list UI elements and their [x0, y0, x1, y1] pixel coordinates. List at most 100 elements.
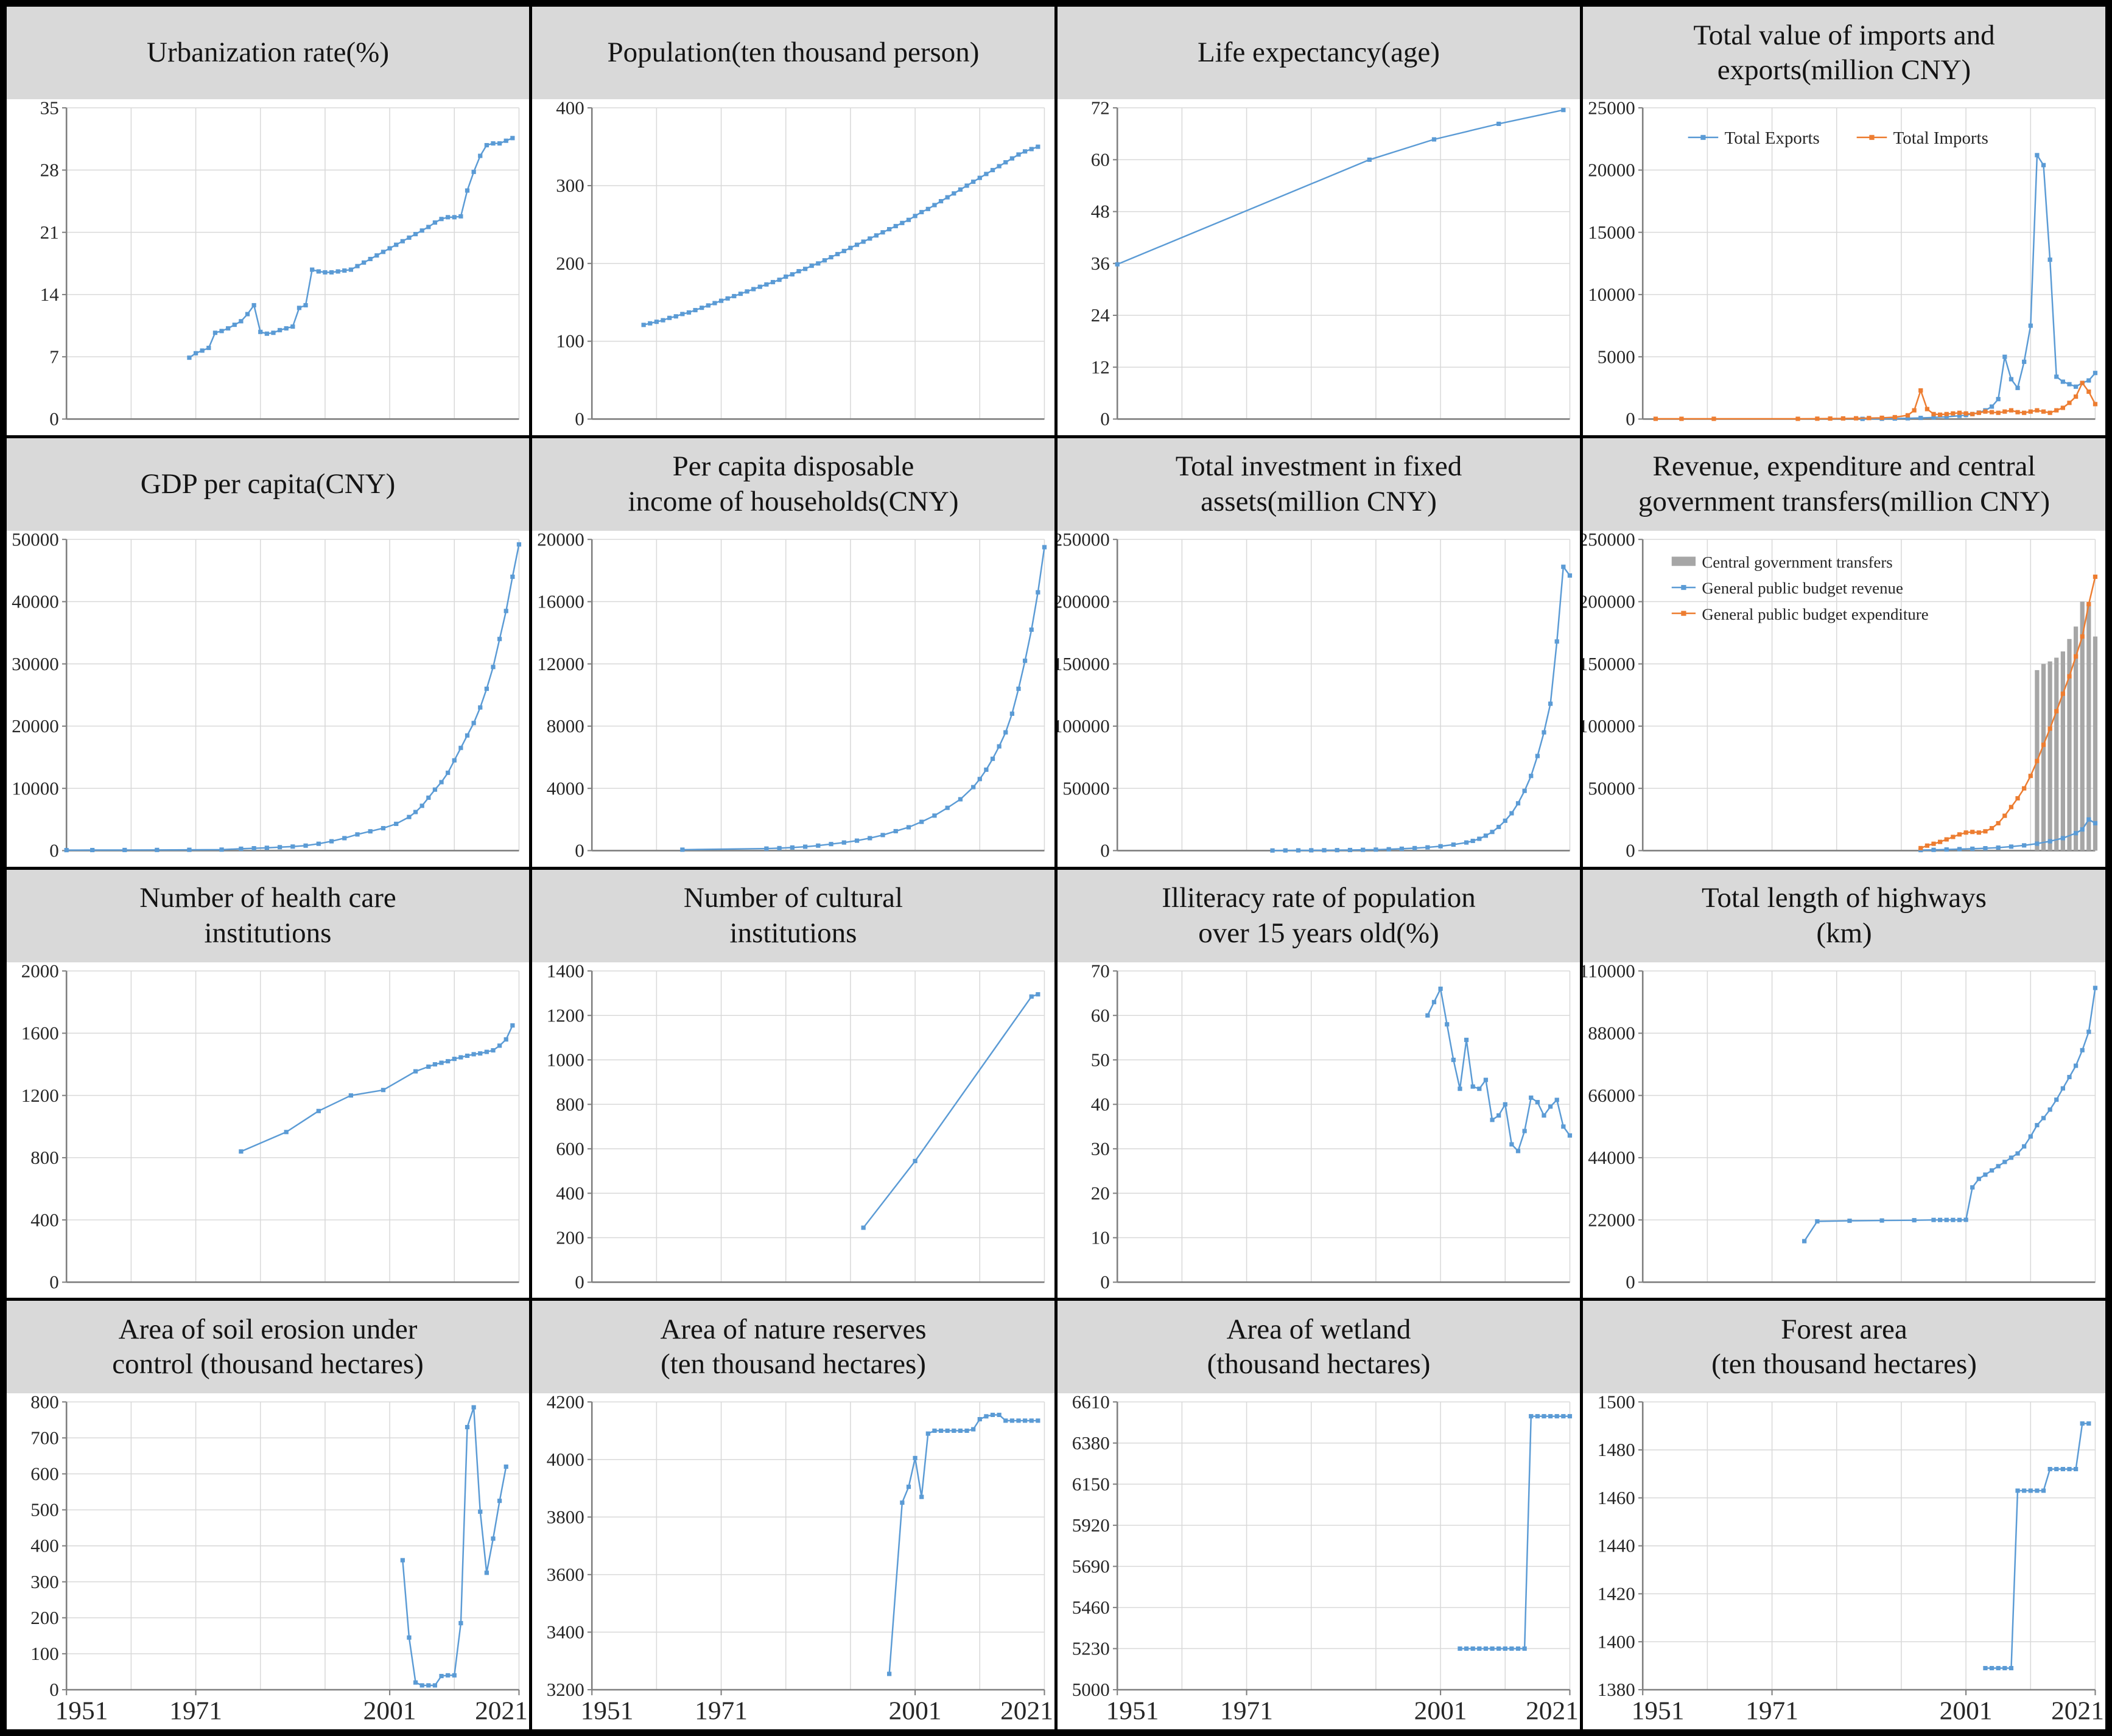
x-axis-tick-labels: 1951 1971 2001 2021 [581, 1690, 1053, 1726]
series-marker-icon [2035, 1122, 2040, 1127]
series-marker-icon [2028, 1134, 2033, 1139]
y-axis-tick-label: 14 [40, 284, 59, 305]
chart-title-band: Forest area (ten thousand hectares) [1583, 1301, 2105, 1394]
y-axis-tick-label: 0 [1626, 1272, 1635, 1292]
series-marker-icon [1996, 410, 2001, 415]
series-marker-icon [1477, 1647, 1482, 1651]
y-axis-tick-label: 150000 [1058, 654, 1110, 674]
series-marker-icon [503, 138, 508, 143]
chart-title: Illiteracy rate of population over 15 ye… [1162, 882, 1476, 949]
series-marker-icon [2022, 359, 2027, 364]
chart-title-band: Revenue, expenditure and central governm… [1583, 438, 2105, 531]
series-marker-icon [861, 239, 866, 244]
series-marker-icon [835, 251, 840, 257]
series-marker-icon [439, 1060, 444, 1065]
series-marker-icon [316, 269, 321, 274]
series-marker-icon [2035, 841, 2040, 846]
series-marker-icon [2060, 1467, 2065, 1472]
series-marker-icon [1522, 788, 1527, 793]
series-marker-icon [1892, 415, 1897, 419]
series-marker-icon [1931, 847, 1936, 852]
y-axis-tick-labels: 1380 1400 1420 1440 1460 1480 1500 [1598, 1393, 1643, 1700]
series-marker-icon [2035, 153, 2040, 158]
axes [591, 1402, 1045, 1691]
series-marker-icon [906, 217, 911, 222]
chart-title: Number of cultural institutions [683, 882, 903, 949]
series-marker-icon [1509, 1647, 1514, 1651]
series-path [240, 1024, 513, 1152]
y-axis-tick-label: 0 [1100, 1272, 1110, 1292]
series-marker-icon [239, 319, 244, 324]
y-axis-tick-label: 5000 [1598, 347, 1635, 368]
series-marker-icon [829, 255, 833, 260]
y-axis-tick-label: 0 [49, 1680, 59, 1701]
series-marker-icon [2054, 408, 2059, 413]
series-marker-icon [251, 303, 256, 307]
series-marker-icon [1989, 825, 1994, 830]
series-marker-icon [1996, 845, 2001, 850]
series-marker-icon [465, 733, 470, 738]
y-axis-tick-label: 1000 [547, 1049, 584, 1070]
charts-grid: Urbanization rate(%) 0 7 14 21 28 35 Population… [7, 7, 2105, 1729]
series-marker-icon [2086, 1421, 2091, 1426]
series-marker-icon [1022, 1418, 1028, 1423]
y-axis-tick-label: 0 [575, 1272, 584, 1292]
y-axis-tick-labels: 0 50000 100000 150000 200000 250000 [1058, 531, 1118, 861]
series-marker-icon [323, 270, 328, 275]
series-marker-icon [284, 1129, 289, 1134]
y-axis-tick-label: 50000 [1062, 778, 1110, 799]
series-marker-icon [2093, 821, 2098, 825]
series-marker-icon [1431, 999, 1437, 1004]
series-marker-icon [2009, 805, 2014, 810]
series-marker-icon [1970, 829, 1975, 835]
y-axis-tick-label: 600 [30, 1464, 59, 1485]
series-marker-icon [874, 233, 879, 238]
series-marker-icon [1535, 1099, 1540, 1104]
series-marker-icon [2047, 410, 2052, 415]
bar [2054, 657, 2059, 851]
series-marker-icon [1561, 1414, 1566, 1419]
series-line [1425, 986, 1573, 1153]
y-axis-tick-label: 800 [30, 1147, 59, 1168]
chart-cell-gdp-per-capita: GDP per capita(CNY) 0 10000 20000 30000 40000… [7, 438, 529, 867]
series-path [1803, 987, 2096, 1242]
series-marker-icon [2060, 836, 2065, 841]
y-axis-tick-label: 0 [49, 409, 59, 430]
series-marker-icon [2041, 163, 2046, 167]
y-axis-tick-label: 5000 [1072, 1680, 1110, 1701]
chart-plot-nature-reserves: 3200 3400 3600 3800 4000 4200 1951 1971 2001 2021 [547, 1393, 1053, 1726]
series-marker-icon [277, 327, 282, 332]
series-marker-icon [1529, 1095, 1534, 1100]
series-marker-icon [413, 1680, 418, 1685]
series-marker-icon [2015, 385, 2020, 390]
series-marker-icon [2022, 1488, 2027, 1493]
series-marker-icon [2041, 1115, 2046, 1120]
y-axis-tick-label: 8000 [547, 716, 584, 737]
series-marker-icon [439, 780, 444, 785]
series-marker-icon [1711, 416, 1716, 421]
chart-title: Total investment in fixed assets(million… [1175, 450, 1462, 517]
series-marker-icon [503, 1465, 508, 1469]
chart-plot-area: 1380 1400 1420 1440 1460 1480 1500 1951 1971 2001… [1583, 1393, 2105, 1729]
series-marker-icon [919, 1494, 924, 1499]
series-path [189, 137, 513, 359]
series-marker-icon [1322, 848, 1327, 853]
series-path [1117, 109, 1564, 265]
axes [1641, 1402, 2096, 1691]
y-axis-tick-label: 20 [1091, 1183, 1110, 1203]
chart-title: Total value of imports and exports(milli… [1693, 19, 1995, 86]
series-marker-icon [1016, 686, 1021, 691]
gridlines [1642, 107, 2096, 420]
series-marker-icon [407, 1635, 412, 1640]
series-marker-icon [2022, 410, 2027, 415]
y-axis-tick-label: 0 [575, 409, 584, 430]
gridlines [1117, 970, 1571, 1283]
series-marker-icon [497, 141, 502, 146]
series-marker-icon [854, 242, 860, 247]
bar [2093, 636, 2098, 851]
legend-marker-icon [1681, 611, 1686, 616]
series-marker-icon [2073, 1063, 2079, 1068]
series-marker-icon [2047, 726, 2052, 731]
y-axis-tick-label: 50000 [12, 531, 59, 550]
